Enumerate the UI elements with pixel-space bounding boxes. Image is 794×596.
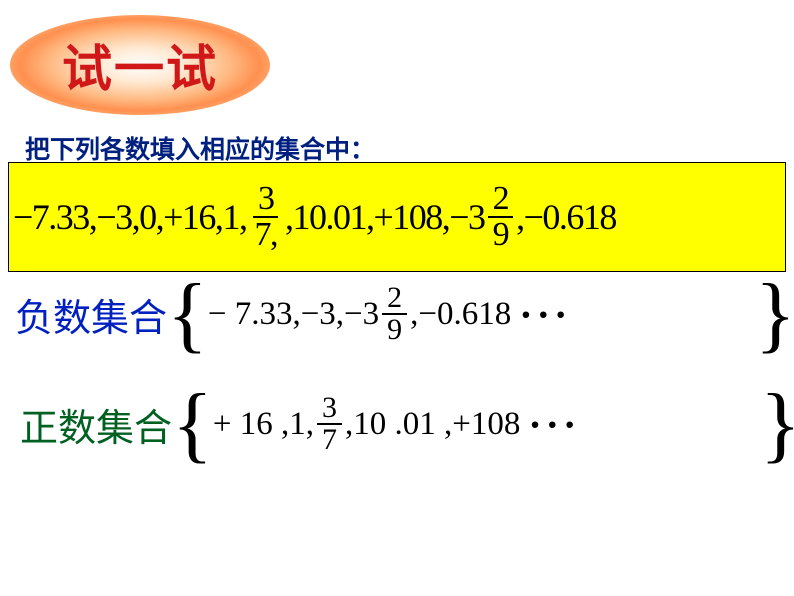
negative-set-label: 负数集合 — [15, 287, 167, 342]
num-item: −3, — [96, 196, 139, 238]
num-item: −7.33, — [13, 196, 96, 238]
badge-ellipse: 试一试 — [10, 15, 270, 115]
positive-set-row: 正数集合 { + 16 ,1, 3 7 ,10 .01 ,+108 ··· } — [20, 390, 580, 458]
negative-set-row: 负数集合 { − 7.33,−3,−3 2 9 ,−0.618 ··· } — [15, 280, 571, 348]
fraction-3-7: 3 7, — [249, 182, 282, 252]
neg-text: ,−0.618 — [410, 296, 511, 333]
positive-set-content: + 16 ,1, 3 7 ,10 .01 ,+108 ··· — [213, 393, 581, 455]
num-item: +108, — [373, 196, 449, 238]
neg-text: − 7.33,−3,−3 — [208, 296, 379, 333]
num-item: +16, — [163, 196, 222, 238]
num-item: 1, — [222, 196, 246, 238]
frac-numerator: 2 — [488, 182, 514, 218]
open-brace: { — [172, 390, 213, 458]
number-list-box: −7.33, −3, 0, +16, 1, 3 7, ,10.01, +108,… — [8, 162, 786, 272]
close-brace: } — [760, 390, 794, 458]
positive-set-label: 正数集合 — [20, 397, 172, 452]
num-item: ,−0.618 — [516, 196, 616, 238]
num-item: ,10.01, — [285, 196, 374, 238]
badge-text: 试一试 — [62, 29, 218, 101]
close-brace: } — [755, 280, 794, 348]
frac-denominator: 9 — [382, 315, 407, 345]
badge-container: 试一试 — [10, 15, 270, 115]
ellipsis: ··· — [519, 291, 571, 338]
frac-numerator: 3 — [253, 182, 279, 218]
ellipsis: ··· — [528, 401, 580, 448]
open-brace: { — [167, 280, 208, 348]
fraction-2-9: 2 9 — [382, 283, 407, 345]
frac-numerator: 3 — [317, 393, 342, 425]
fraction-3-7: 3 7 — [317, 393, 342, 455]
mixed-fraction: −3 2 9 — [449, 182, 516, 252]
frac-numerator: 2 — [382, 283, 407, 315]
negative-set-content: − 7.33,−3,−3 2 9 ,−0.618 ··· — [208, 283, 572, 345]
number-list: −7.33, −3, 0, +16, 1, 3 7, ,10.01, +108,… — [13, 182, 616, 252]
instruction-text: 把下列各数填入相应的集合中： — [25, 130, 375, 166]
frac-denominator: 7, — [249, 218, 282, 252]
num-item: 0, — [139, 196, 163, 238]
mixed-whole: −3 — [449, 196, 484, 238]
pos-text: ,10 .01 ,+108 — [345, 406, 520, 443]
fraction-2-9: 2 9 — [488, 182, 514, 252]
frac-denominator: 9 — [488, 218, 514, 252]
pos-text: + 16 ,1, — [213, 406, 314, 443]
frac-denominator: 7 — [317, 425, 342, 455]
